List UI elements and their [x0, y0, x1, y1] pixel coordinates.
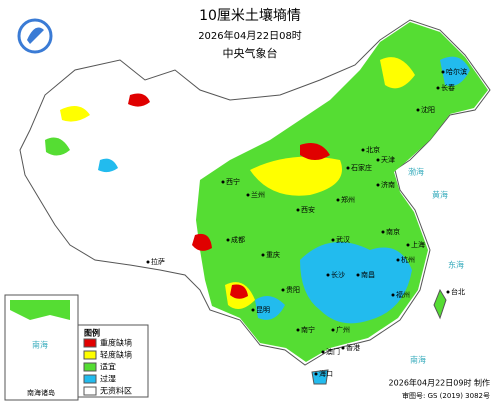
legend-swatch [83, 374, 97, 384]
city-label: 成都 [231, 235, 245, 244]
legend-label: 无资料区 [100, 386, 132, 396]
city-label: 天津 [381, 156, 395, 164]
city-dot [376, 158, 380, 162]
city-dot [396, 258, 400, 262]
city-dot [376, 183, 380, 187]
city-label: 长沙 [331, 270, 345, 279]
city-label: 上海 [411, 240, 425, 249]
region-dry [380, 57, 415, 89]
region-severe [230, 284, 248, 299]
city-dot [356, 273, 360, 277]
region-wet [98, 158, 118, 173]
city-label: 南昌 [361, 270, 375, 279]
city-label: 澳门 [326, 347, 340, 356]
city-dot [381, 230, 385, 234]
city-dot [331, 328, 335, 332]
taiwan [433, 288, 447, 320]
city-label: 广州 [336, 325, 350, 334]
city-label: 西宁 [226, 177, 240, 186]
city-dot [441, 70, 445, 74]
city-label: 兰州 [251, 190, 265, 199]
city-label: 台北 [451, 287, 465, 296]
footer-made: 2026年04月22日09时 制作 [389, 378, 490, 388]
footer-approval: 审图号: GS (2019) 3082号 [402, 391, 490, 400]
title: 10厘米土壤墒情 [199, 7, 301, 24]
city-dot [406, 243, 410, 247]
city-label: 福州 [396, 290, 410, 299]
city-label: 武汉 [336, 235, 350, 244]
city-dot [296, 328, 300, 332]
legend-swatch [83, 350, 97, 360]
region-suitable [45, 137, 70, 156]
region-dry [250, 156, 342, 196]
city-label: 南京 [386, 227, 400, 236]
legend-swatch [83, 338, 97, 348]
city-label: 重庆 [266, 250, 280, 259]
city-dot [446, 290, 450, 294]
city-dot [326, 273, 330, 277]
region-wet [440, 56, 470, 86]
issuer: 中央气象台 [223, 46, 278, 60]
city-label: 西安 [301, 205, 315, 214]
legend-label: 重度缺墒 [100, 338, 132, 348]
sea-label: 渤海 [408, 167, 424, 177]
city-label: 哈尔滨 [446, 67, 467, 76]
city-dot [416, 108, 420, 112]
inset-label: 南海诸岛 [27, 388, 55, 397]
city-label: 济南 [381, 180, 395, 189]
city-dot [221, 180, 225, 184]
region-dry [60, 106, 90, 122]
city-label: 南宁 [301, 325, 315, 334]
city-label: 香港 [346, 343, 360, 352]
region-suitable [196, 22, 488, 362]
logo [17, 18, 53, 54]
legend-label: 过湿 [100, 374, 116, 384]
city-label: 杭州 [401, 255, 415, 264]
region-wet [300, 242, 412, 324]
sea-label: 南海 [410, 355, 426, 365]
legend-title: 图例 [84, 328, 100, 338]
city-dot [261, 253, 265, 257]
city-dot [246, 193, 250, 197]
city-label: 长春 [441, 83, 455, 92]
legend-label: 适宜 [100, 362, 116, 372]
region-severe [192, 233, 212, 251]
legend-swatch [83, 386, 97, 396]
sea-label: 东海 [448, 260, 464, 270]
region-wet [255, 296, 285, 320]
city-dot [341, 346, 345, 350]
city-label: 拉萨 [151, 257, 165, 266]
city-label: 海口 [319, 369, 333, 378]
city-label: 石家庄 [351, 163, 372, 172]
region-severe [300, 142, 330, 160]
city-dot [146, 260, 150, 264]
date: 2026年04月22日08时 [198, 29, 302, 42]
inset-sea: 南海 [32, 340, 48, 350]
city-dot [321, 350, 325, 354]
china-map [19, 19, 491, 385]
city-dot [281, 288, 285, 292]
city-dot [314, 372, 318, 376]
city-label: 北京 [366, 145, 380, 154]
legend-label: 轻度缺墒 [100, 350, 132, 360]
city-dot [361, 148, 365, 152]
city-dot [251, 308, 255, 312]
city-label: 贵阳 [286, 285, 300, 294]
legend-swatch [83, 362, 97, 372]
city-dot [346, 166, 350, 170]
city-label: 昆明 [256, 306, 270, 314]
city-dot [436, 86, 440, 90]
city-dot [391, 293, 395, 297]
city-label: 沈阳 [421, 105, 435, 114]
inset-land [10, 300, 70, 320]
city-dot [331, 238, 335, 242]
city-dot [226, 238, 230, 242]
city-label: 郑州 [341, 196, 355, 204]
city-dot [296, 208, 300, 212]
city-dot [336, 198, 340, 202]
region-severe [128, 93, 150, 107]
sea-label: 黄海 [432, 190, 448, 200]
